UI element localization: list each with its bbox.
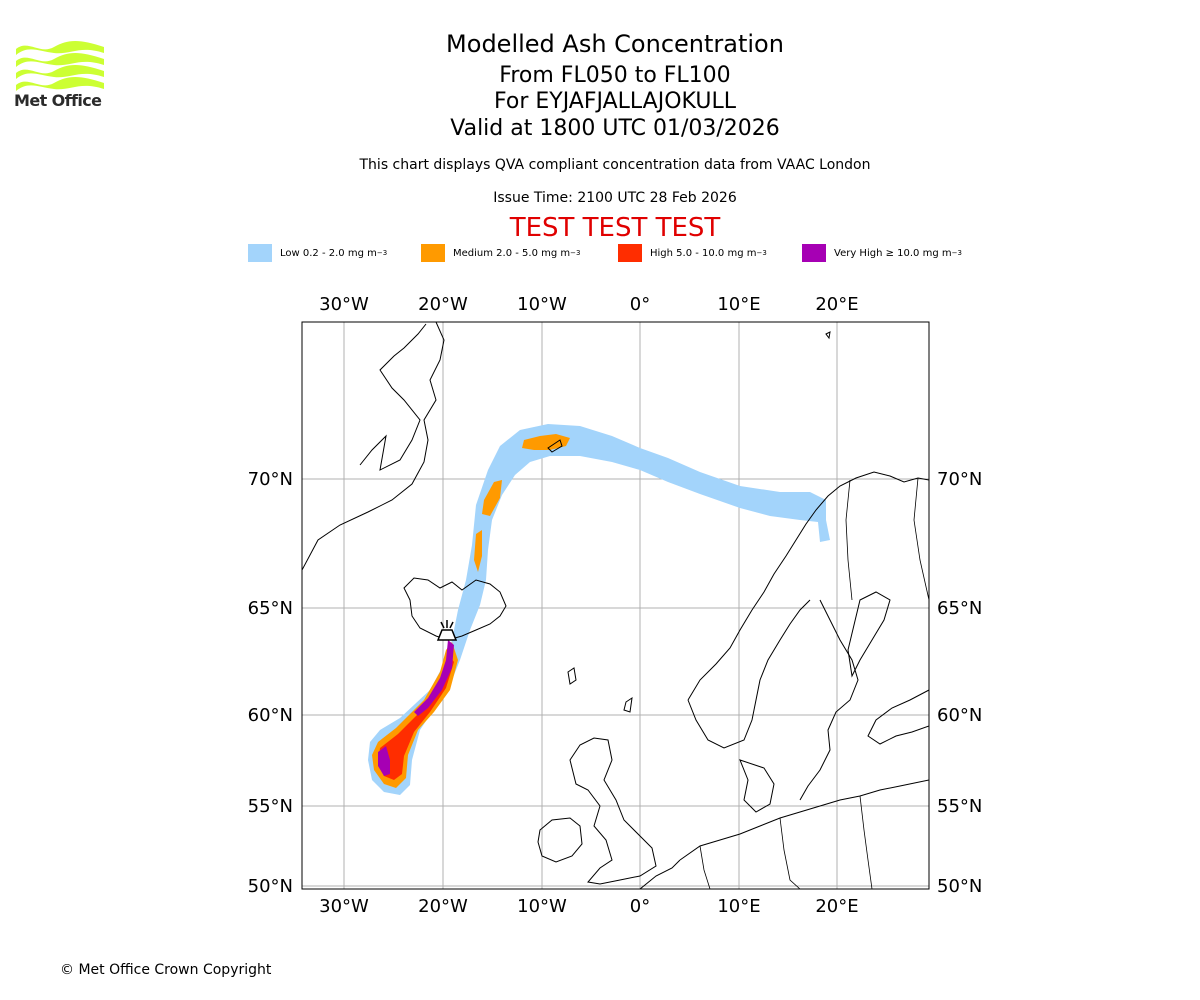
legend-item-low: Low 0.2 - 2.0 mg m −3 — [248, 244, 387, 262]
logo-text: Met Office — [14, 91, 102, 110]
chart-subtitle: This chart displays QVA compliant concen… — [359, 157, 871, 173]
lon-label: 10°W — [517, 896, 567, 917]
issue-time: Issue Time: 2100 UTC 28 Feb 2026 — [493, 190, 737, 206]
map-frame — [301, 321, 930, 890]
volcano-name: For EYJAFJALLAJOKULL — [494, 89, 736, 114]
lat-label: 65°N — [248, 598, 293, 619]
lat-label: 55°N — [937, 796, 982, 817]
legend-item-medium: Medium 2.0 - 5.0 mg m −3 — [421, 244, 580, 262]
copyright-notice: © Met Office Crown Copyright — [60, 962, 272, 978]
lat-label: 50°N — [937, 876, 982, 897]
ash-very-high-area — [378, 640, 454, 776]
ash-low-area — [368, 424, 830, 795]
met-office-logo-icon — [16, 41, 104, 91]
lat-label: 70°N — [937, 469, 982, 490]
legend-label-very-high: Very High ≥ 10.0 mg m — [834, 247, 952, 259]
legend-unit-medium: −3 — [570, 249, 581, 257]
lat-label: 65°N — [937, 598, 982, 619]
volcano-icon — [436, 620, 458, 641]
legend-unit-low: −3 — [376, 249, 388, 257]
legend-item-very-high: Very High ≥ 10.0 mg m −3 — [802, 244, 962, 262]
lat-label: 60°N — [248, 705, 293, 726]
legend-label-medium: Medium 2.0 - 5.0 mg m — [453, 247, 571, 259]
ash-high-area — [378, 654, 454, 780]
valid-time: Valid at 1800 UTC 01/03/2026 — [450, 116, 780, 141]
lon-label: 10°E — [717, 294, 760, 315]
lat-label: 55°N — [248, 796, 293, 817]
legend-unit-high: −3 — [756, 249, 767, 257]
lon-label: 30°W — [319, 896, 369, 917]
ash-medium-patch — [522, 434, 570, 450]
coastlines — [302, 322, 929, 889]
test-banner: TEST TEST TEST — [509, 213, 721, 243]
lon-label: 0° — [630, 294, 650, 315]
lon-label: 20°W — [418, 896, 468, 917]
legend-item-high: High 5.0 - 10.0 mg m −3 — [618, 244, 767, 262]
legend-swatch-low — [248, 244, 272, 262]
lon-label: 20°E — [815, 294, 858, 315]
ash-medium-patch — [474, 530, 482, 572]
longitude-labels-bottom: 30°W 20°W 10°W 0° 10°E 20°E — [319, 896, 858, 917]
lat-label: 50°N — [248, 876, 293, 897]
lat-label: 70°N — [248, 469, 293, 490]
lon-label: 10°E — [717, 896, 760, 917]
latitude-labels-right: 70°N 65°N 60°N 55°N 50°N — [937, 469, 982, 897]
page-title: Modelled Ash Concentration — [446, 30, 784, 58]
lat-label: 60°N — [937, 705, 982, 726]
legend-label-high: High 5.0 - 10.0 mg m — [650, 247, 757, 259]
lon-label: 0° — [630, 896, 650, 917]
longitude-labels-top: 30°W 20°W 10°W 0° 10°E 20°E — [319, 294, 858, 315]
ash-medium-patch — [482, 480, 502, 516]
latitude-labels-left: 70°N 65°N 60°N 55°N 50°N — [248, 469, 293, 897]
legend-swatch-medium — [421, 244, 445, 262]
flight-level-range: From FL050 to FL100 — [499, 63, 731, 88]
legend-unit-very-high: −3 — [951, 249, 962, 257]
legend-swatch-high — [618, 244, 642, 262]
legend-label-low: Low 0.2 - 2.0 mg m — [280, 247, 377, 259]
lon-label: 20°W — [418, 294, 468, 315]
lon-label: 30°W — [319, 294, 369, 315]
lon-label: 10°W — [517, 294, 567, 315]
graticule — [302, 322, 929, 889]
lon-label: 20°E — [815, 896, 858, 917]
legend-swatch-very-high — [802, 244, 826, 262]
